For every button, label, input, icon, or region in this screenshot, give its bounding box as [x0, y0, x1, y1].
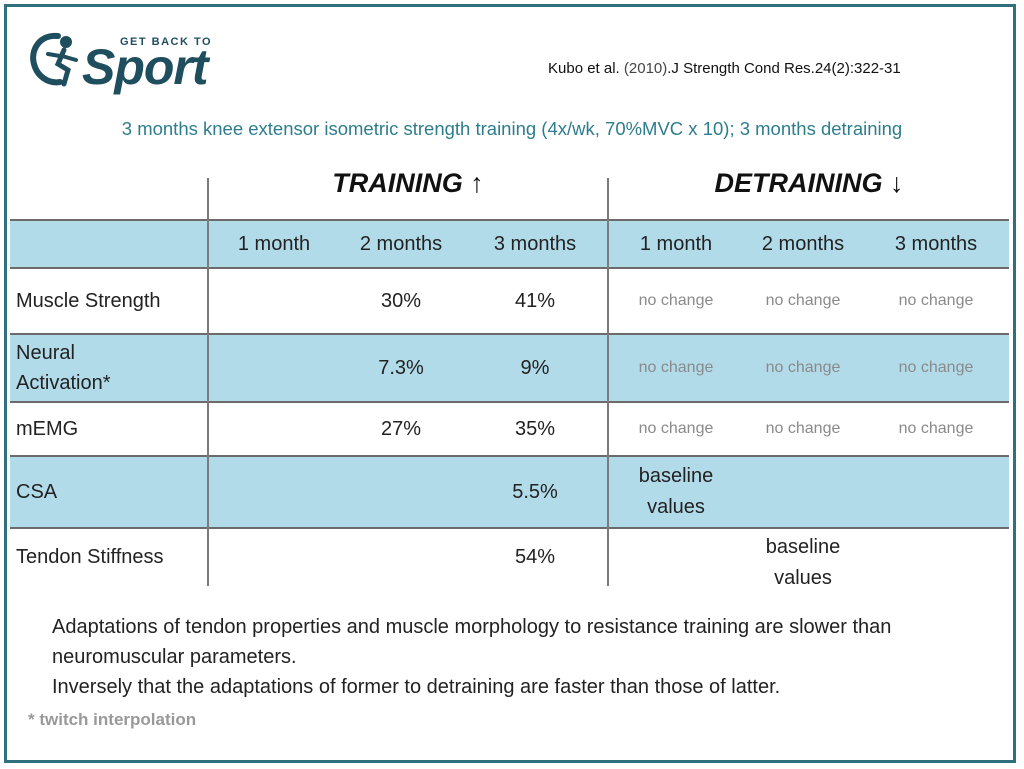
table-divider — [10, 219, 1009, 221]
note-paragraph: Inversely that the adaptations of former… — [52, 676, 781, 698]
training-header: TRAINING ↑ — [332, 168, 484, 198]
table-cell: no change — [638, 292, 714, 309]
row-band-neural — [10, 334, 1009, 402]
notes: Adaptations of tendon properties and mus… — [52, 612, 1002, 702]
runner-icon — [30, 32, 78, 87]
column-header: 2 months — [359, 232, 443, 255]
table-cell: no change — [898, 420, 974, 437]
row-label-neural-activation: Neural Activation* — [16, 342, 111, 394]
table-cell: 27% — [380, 417, 422, 440]
table-cell: no change — [898, 359, 974, 376]
table-cell: no change — [765, 292, 841, 309]
citation: Kubo et al. (2010).J Strength Cond Res.2… — [548, 60, 901, 77]
column-header: 3 months — [493, 232, 577, 255]
table-cell: 7.3% — [378, 356, 424, 379]
table-cell: 9% — [520, 356, 550, 379]
note-paragraph: Adaptations of tendon properties and mus… — [52, 616, 892, 668]
citation-authors: Kubo et al. — [548, 60, 624, 77]
table-divider — [10, 527, 1009, 529]
table-cell: baseline values — [765, 536, 841, 589]
row-band-csa — [10, 456, 1009, 528]
citation-year: (2010) — [623, 60, 668, 77]
brand-logo: GET BACK TO Sport — [28, 30, 228, 95]
citation-journal: .J Strength Cond Res. — [667, 60, 815, 77]
table-cell: 41% — [514, 289, 556, 312]
table-divider — [10, 401, 1009, 403]
column-header: 2 months — [761, 232, 845, 255]
footnote: * twitch interpolation — [28, 710, 197, 729]
table-vertical-divider — [607, 178, 609, 586]
table-cell: 30% — [380, 289, 422, 312]
table-cell: 35% — [514, 417, 556, 440]
table-vertical-divider — [207, 178, 209, 586]
table-cell: no change — [765, 359, 841, 376]
column-header: 3 months — [894, 232, 978, 255]
logo-tagline: GET BACK TO — [120, 36, 213, 48]
study-subtitle: 3 months knee extensor isometric strengt… — [121, 118, 903, 139]
detraining-header: DETRAINING ↓ — [714, 168, 904, 198]
table-divider — [10, 333, 1009, 335]
table-cell: no change — [638, 359, 714, 376]
table-cell: no change — [638, 420, 714, 437]
column-header-band — [10, 220, 1009, 268]
table-cell: baseline values — [638, 465, 714, 518]
table-divider — [10, 455, 1009, 457]
row-label-memg: mEMG — [16, 418, 79, 440]
logo-wordmark: Sport — [82, 39, 209, 95]
column-header: 1 month — [237, 232, 311, 255]
row-label-tendon-stiffness: Tendon Stiffness — [16, 546, 164, 568]
table-divider — [10, 267, 1009, 269]
row-label-csa: CSA — [16, 481, 58, 503]
column-header: 1 month — [639, 232, 713, 255]
row-label-muscle-strength: Muscle Strength — [16, 290, 161, 312]
citation-ref: 24(2):322-31 — [814, 60, 901, 77]
table-cell: no change — [898, 292, 974, 309]
table-cell: 5.5% — [512, 480, 558, 503]
table-cell: 54% — [514, 545, 556, 568]
table-cell: no change — [765, 420, 841, 437]
